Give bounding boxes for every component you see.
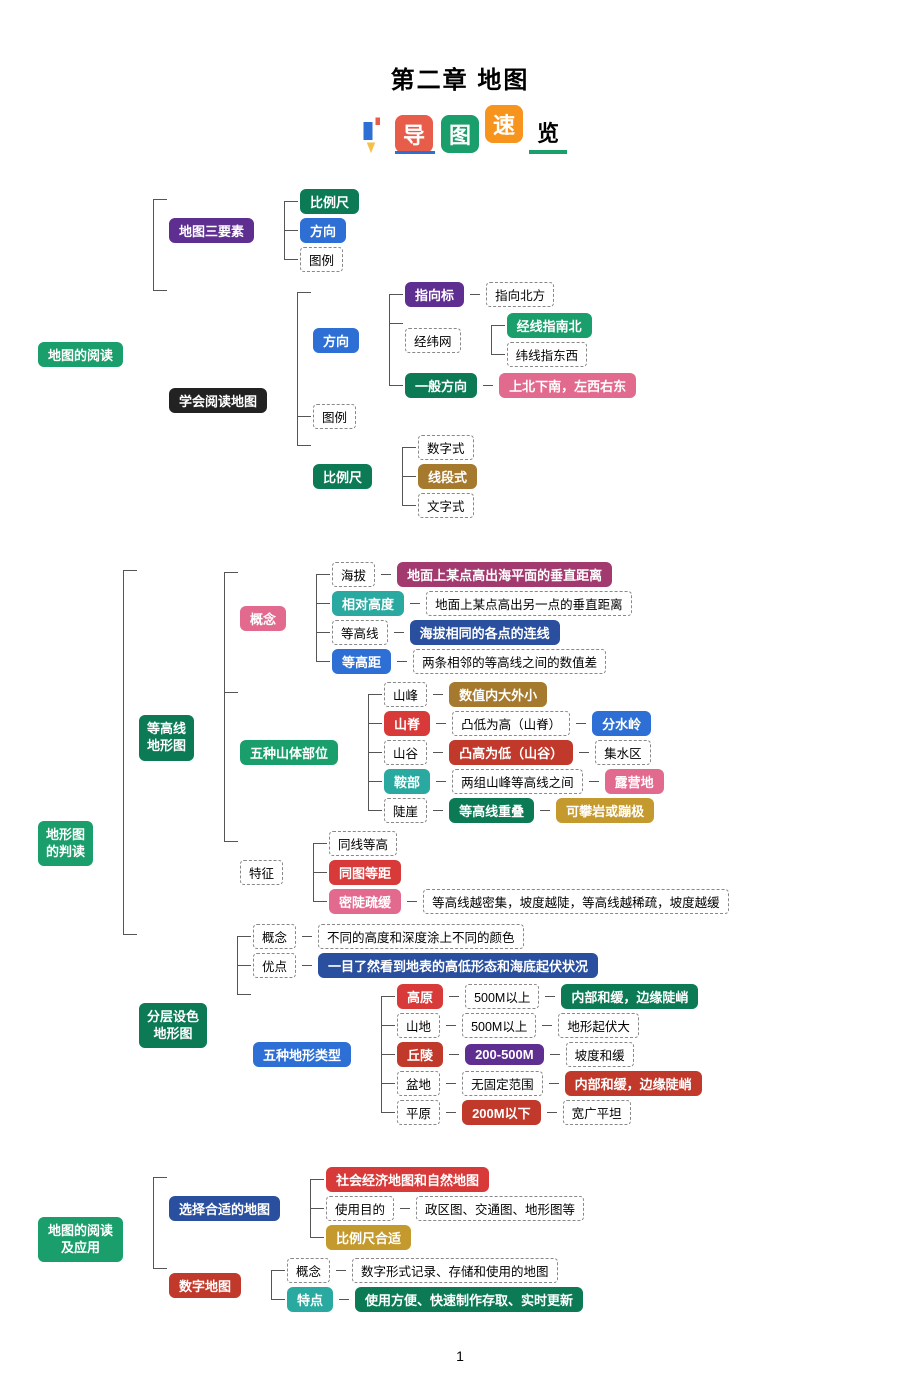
terrain-desc: 宽广平坦 bbox=[563, 1100, 631, 1125]
terrain-range: 200-500M bbox=[465, 1044, 544, 1065]
pencil-icon bbox=[346, 109, 397, 160]
digital-概念: 概念 bbox=[287, 1258, 330, 1283]
part-text: 两组山峰等高线之间 bbox=[452, 769, 583, 794]
part-text: 凸低为高（山脊） bbox=[452, 711, 570, 736]
concept-相对高度: 相对高度 bbox=[332, 591, 404, 616]
node-legend2: 图例 bbox=[313, 404, 356, 429]
root-2: 地形图的判读 bbox=[38, 821, 93, 867]
node-concept: 概念 bbox=[240, 606, 286, 631]
concept-text: 地面上某点高出海平面的垂直距离 bbox=[397, 562, 612, 587]
terrain-range: 500M以上 bbox=[462, 1013, 536, 1038]
node-scale2: 比例尺 bbox=[313, 464, 372, 489]
terrain-desc: 内部和缓，边缘陡峭 bbox=[565, 1071, 702, 1096]
concept-等高线: 等高线 bbox=[332, 620, 388, 645]
node-three-elements: 地图三要素 bbox=[169, 218, 254, 243]
dir-grid-ns: 经线指南北 bbox=[507, 313, 592, 338]
terrain-高原: 高原 bbox=[397, 984, 443, 1009]
leaf-scale: 比例尺 bbox=[300, 189, 359, 214]
part-extra: 可攀岩或蹦极 bbox=[556, 798, 654, 823]
leaf-direction: 方向 bbox=[300, 218, 346, 243]
concept-海拔: 海拔 bbox=[332, 562, 375, 587]
layered-adv-t: 一目了然看到地表的高低形态和海底起伏状况 bbox=[318, 953, 598, 978]
tree-terrain: 地形图的判读 等高线地形图 概念 海拔地面上某点高出海平面的垂直距离相对高度地面… bbox=[10, 554, 910, 1133]
choose-text: 政区图、交通图、地形图等 bbox=[416, 1196, 584, 1221]
part-山谷: 山谷 bbox=[384, 740, 427, 765]
digital-text: 数字形式记录、存储和使用的地图 bbox=[352, 1258, 558, 1283]
terrain-desc: 地形起伏大 bbox=[558, 1013, 639, 1038]
wavy-underline: 〰〰〰 bbox=[485, 127, 523, 147]
node-features: 特征 bbox=[240, 860, 283, 885]
dir-general-text: 上北下南，左西右东 bbox=[499, 373, 636, 398]
dir-general: 一般方向 bbox=[405, 373, 477, 398]
dir-grid: 经纬网 bbox=[405, 328, 461, 353]
terrain-平原: 平原 bbox=[397, 1100, 440, 1125]
scale-line: 线段式 bbox=[418, 464, 477, 489]
choose-pill: 社会经济地图和自然地图 bbox=[326, 1167, 489, 1192]
terrain-desc: 内部和缓，边缘陡峭 bbox=[561, 984, 698, 1009]
banner-char-1: 导 bbox=[395, 115, 433, 153]
choose-使用目的: 使用目的 bbox=[326, 1196, 394, 1221]
concept-等高距: 等高距 bbox=[332, 649, 391, 674]
part-山脊: 山脊 bbox=[384, 711, 430, 736]
part-text: 数值内大外小 bbox=[449, 682, 547, 707]
node-choose: 选择合适的地图 bbox=[169, 1196, 280, 1221]
part-extra: 集水区 bbox=[595, 740, 651, 765]
dir-pointer-text: 指向北方 bbox=[486, 282, 554, 307]
layered-adv-l: 优点 bbox=[253, 953, 296, 978]
dir-grid-ew: 纬线指东西 bbox=[507, 342, 588, 367]
terrain-山地: 山地 bbox=[397, 1013, 440, 1038]
node-direction: 方向 bbox=[313, 328, 359, 353]
terrain-range: 无固定范围 bbox=[462, 1071, 543, 1096]
underline bbox=[395, 151, 435, 154]
terrain-range: 200M以下 bbox=[462, 1100, 541, 1125]
part-extra: 分水岭 bbox=[592, 711, 651, 736]
terrain-desc: 坡度和缓 bbox=[566, 1042, 634, 1067]
digital-特点: 特点 bbox=[287, 1287, 333, 1312]
node-contour: 等高线地形图 bbox=[139, 715, 194, 761]
tree-app: 地图的阅读及应用 选择合适的地图 社会经济地图和自然地图使用目的政区图、交通图、… bbox=[10, 1161, 910, 1318]
node-layered: 分层设色地形图 bbox=[139, 1003, 207, 1049]
node-five-terrain: 五种地形类型 bbox=[253, 1042, 351, 1067]
feat-密陡疏缓: 密陡疏缓 bbox=[329, 889, 401, 914]
part-鞍部: 鞍部 bbox=[384, 769, 430, 794]
part-text: 凸高为低（山谷） bbox=[449, 740, 573, 765]
layered-concept-t: 不同的高度和深度涂上不同的颜色 bbox=[318, 924, 524, 949]
root-1: 地图的阅读 bbox=[38, 342, 123, 367]
leaf-legend: 图例 bbox=[300, 247, 343, 272]
part-山峰: 山峰 bbox=[384, 682, 427, 707]
node-learn-read: 学会阅读地图 bbox=[169, 388, 267, 413]
dir-pointer: 指向标 bbox=[405, 282, 464, 307]
page-number: 1 bbox=[10, 1348, 910, 1364]
banner-char-2: 图 bbox=[441, 115, 479, 153]
feat-同图等距: 同图等距 bbox=[329, 860, 401, 885]
terrain-盆地: 盆地 bbox=[397, 1071, 440, 1096]
node-five-parts: 五种山体部位 bbox=[240, 740, 338, 765]
tree-map-reading: 地图的阅读 地图三要素 比例尺 方向 图例 学会阅读地图 bbox=[10, 183, 910, 526]
feat-同线等高: 同线等高 bbox=[329, 831, 397, 856]
concept-text: 海拔相同的各点的连线 bbox=[410, 620, 560, 645]
part-extra: 露营地 bbox=[605, 769, 664, 794]
root-3: 地图的阅读及应用 bbox=[38, 1217, 123, 1263]
terrain-丘陵: 丘陵 bbox=[397, 1042, 443, 1067]
concept-text: 地面上某点高出另一点的垂直距离 bbox=[426, 591, 632, 616]
feat-text: 等高线越密集，坡度越陡，等高线越稀疏，坡度越缓 bbox=[423, 889, 729, 914]
scale-numeric: 数字式 bbox=[418, 435, 474, 460]
node-digital: 数字地图 bbox=[169, 1273, 241, 1298]
layered-concept-l: 概念 bbox=[253, 924, 296, 949]
choose-pill: 比例尺合适 bbox=[326, 1225, 411, 1250]
banner: 导 图 速 〰〰〰 览 bbox=[10, 105, 910, 163]
page-title: 第二章 地图 bbox=[10, 60, 910, 95]
digital-text: 使用方便、快速制作存取、实时更新 bbox=[355, 1287, 583, 1312]
scale-text: 文字式 bbox=[418, 493, 474, 518]
banner-char-4: 览 bbox=[529, 114, 567, 154]
part-陡崖: 陡崖 bbox=[384, 798, 427, 823]
terrain-range: 500M以上 bbox=[465, 984, 539, 1009]
concept-text: 两条相邻的等高线之间的数值差 bbox=[413, 649, 606, 674]
part-text: 等高线重叠 bbox=[449, 798, 534, 823]
